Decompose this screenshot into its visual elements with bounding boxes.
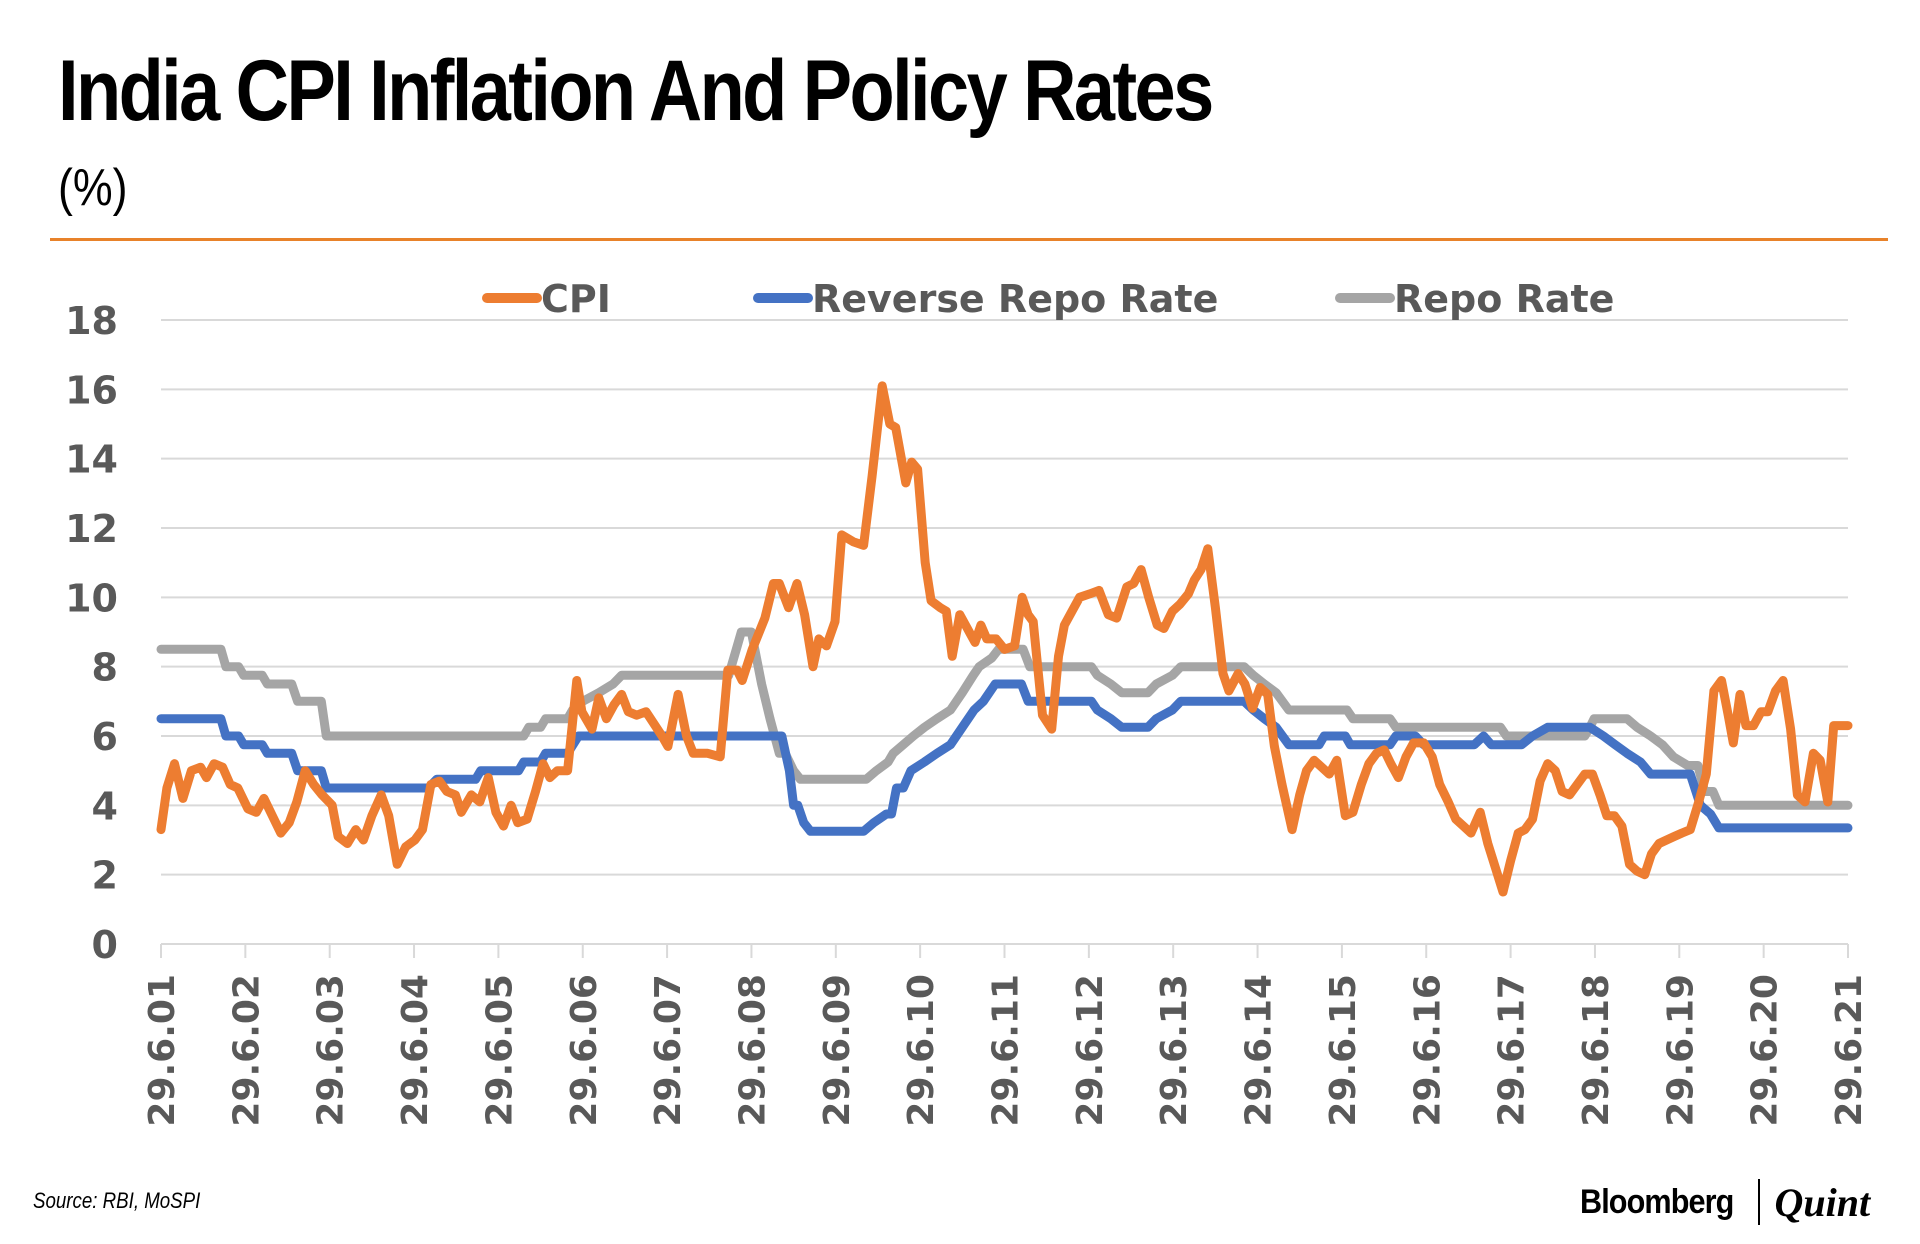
- source-note: Source: RBI, MoSPI: [33, 1188, 201, 1213]
- y-tick-label: 8: [92, 646, 118, 690]
- y-tick-label: 16: [65, 368, 118, 412]
- x-tick-label: 29.6.04: [395, 974, 436, 1127]
- y-tick-label: 0: [92, 923, 118, 967]
- x-tick-label: 29.6.12: [1070, 974, 1111, 1127]
- repo-rate-line: [156, 627, 1853, 810]
- x-tick-label: 29.6.06: [564, 974, 605, 1127]
- legend-label-reverse-repo-rate: Reverse Repo Rate: [812, 277, 1218, 321]
- y-tick-label: 14: [65, 438, 118, 482]
- x-tick-label: 29.6.20: [1745, 974, 1786, 1127]
- x-tick-label: 29.6.08: [732, 974, 773, 1127]
- y-tick-label: 10: [65, 576, 118, 620]
- cpi-line: [156, 381, 1853, 897]
- legend-item: Repo Rate: [1335, 277, 1614, 321]
- x-tick-label: 29.6.10: [901, 974, 942, 1127]
- x-tick-label: 29.6.02: [226, 974, 267, 1127]
- x-tick-label: 29.6.15: [1323, 974, 1364, 1127]
- x-axis: 29.6.01 29.6.02 29.6.03 29.6.04 29.6.05 29.6.…: [142, 943, 1870, 1127]
- x-tick-label: 29.6.19: [1660, 974, 1701, 1127]
- title-divider: [50, 238, 1888, 241]
- chart-title: India CPI Inflation And Policy Rates: [58, 43, 1214, 139]
- reverse-repo-rate-line: [156, 679, 1853, 836]
- y-tick-label: 2: [92, 854, 118, 898]
- x-tick-label: 29.6.01: [142, 974, 183, 1127]
- x-tick-label: 29.6.07: [648, 974, 689, 1127]
- x-tick-label: 29.6.16: [1407, 974, 1448, 1127]
- legend-label-cpi: CPI: [541, 277, 611, 321]
- x-tick-label: 29.6.21: [1829, 974, 1870, 1127]
- x-tick-label: 29.6.11: [986, 974, 1027, 1127]
- legend: CPI Reverse Repo Rate Repo Rate: [482, 277, 1614, 321]
- y-tick-label: 6: [92, 715, 118, 759]
- x-tick-label: 29.6.13: [1154, 974, 1195, 1127]
- legend-item: CPI: [482, 277, 611, 321]
- x-tick-label: 29.6.05: [479, 974, 520, 1127]
- y-axis-ticks: 0 2 4 6 8 10 12 14 16 18: [65, 299, 118, 967]
- brand-logo: Bloomberg Quint: [1580, 1178, 1870, 1226]
- x-tick-label: 29.6.18: [1576, 974, 1617, 1127]
- x-tick-label: 29.6.14: [1239, 974, 1280, 1127]
- y-tick-label: 12: [65, 507, 118, 551]
- y-tick-label: 4: [92, 784, 118, 828]
- x-tick-label: 29.6.03: [311, 974, 352, 1127]
- series-lines: [156, 381, 1853, 897]
- logo-separator: [1758, 1179, 1761, 1225]
- x-tick-label: 29.6.09: [817, 974, 858, 1127]
- x-tick-label: 29.6.17: [1492, 974, 1533, 1127]
- logo-quint: Quint: [1774, 1179, 1871, 1225]
- y-tick-label: 18: [65, 299, 118, 343]
- logo-bloomberg: Bloomberg: [1580, 1182, 1734, 1221]
- legend-item: Reverse Repo Rate: [753, 277, 1218, 321]
- legend-label-repo-rate: Repo Rate: [1394, 277, 1614, 321]
- chart-unit-label: (%): [58, 159, 128, 217]
